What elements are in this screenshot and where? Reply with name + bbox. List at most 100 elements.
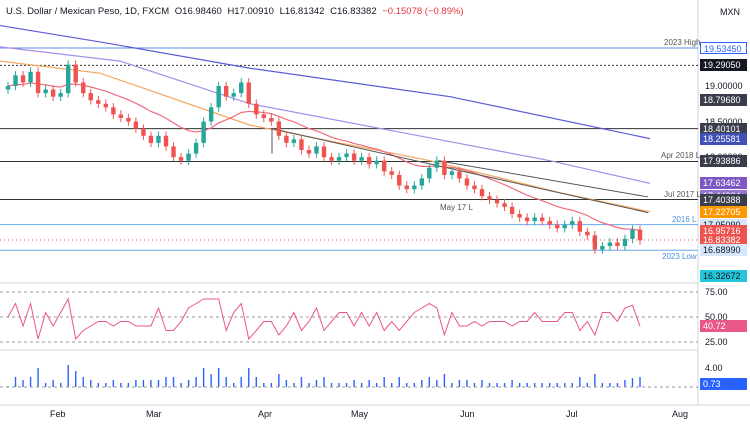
macd-bar <box>549 383 551 387</box>
candle-body <box>539 217 545 222</box>
macd-bar <box>586 383 589 387</box>
candle-body <box>336 157 342 161</box>
macd-bar <box>22 380 24 387</box>
candle-body <box>171 146 176 158</box>
macd-bar <box>533 383 536 387</box>
macd-bar <box>451 383 453 387</box>
macd-bar <box>142 380 145 387</box>
high-value: H17.00910 <box>227 6 274 17</box>
currency-label[interactable]: MXN <box>720 7 740 17</box>
ema-200-line <box>0 24 651 140</box>
macd-bar <box>278 374 280 387</box>
candle-body <box>103 103 109 108</box>
macd-bar <box>383 377 385 387</box>
macd-bar <box>67 365 69 387</box>
candle-body <box>126 118 131 122</box>
time-axis-label: Mar <box>146 409 162 419</box>
macd-bar <box>601 383 604 387</box>
macd-bar <box>172 377 175 387</box>
macd-bar <box>82 377 84 387</box>
macd-bar <box>353 380 355 387</box>
macd-bar <box>360 383 363 387</box>
candle-body <box>381 160 387 172</box>
macd-bar <box>187 380 190 387</box>
macd-bar <box>398 377 400 387</box>
macd-bar <box>458 380 461 387</box>
price-tag: 16.83382 <box>700 234 747 247</box>
macd-bar <box>375 383 378 387</box>
macd-bar <box>165 377 167 387</box>
macd-bar <box>564 383 566 387</box>
ema-50-line <box>0 60 651 213</box>
macd-bar <box>233 383 235 387</box>
candle-body <box>630 229 635 239</box>
rsi-line <box>7 297 641 341</box>
price-tag: 17.93886 <box>700 155 747 168</box>
rsi-axis-label: 40.72 <box>700 320 747 333</box>
macd-bar <box>105 383 107 387</box>
candle-body <box>239 82 244 94</box>
candle-body <box>389 171 394 175</box>
time-axis-label: May <box>351 409 369 419</box>
candle-body <box>231 93 236 97</box>
price-tag: 18.50000 <box>705 116 743 127</box>
macd-bar <box>473 383 476 387</box>
candle-body <box>73 64 78 83</box>
candle-body <box>88 93 93 101</box>
macd-bar <box>413 383 415 387</box>
macd-bar <box>526 383 528 387</box>
candle-body <box>502 203 507 207</box>
candle-body <box>314 146 319 154</box>
candle-body <box>479 189 485 197</box>
macd-bar <box>263 383 265 387</box>
macd-bar <box>217 368 220 387</box>
level-annotation: May 17 L <box>440 203 473 213</box>
candle-body <box>81 82 86 94</box>
price-tag: 17.22705 <box>700 206 747 219</box>
macd-bar <box>293 383 295 387</box>
price-tag: 16.32672 <box>700 270 747 283</box>
macd-bar <box>195 377 197 387</box>
level-annotation: 2023 High <box>664 37 701 47</box>
macd-bar <box>75 371 77 387</box>
price-tag: 19.29050 <box>700 59 747 72</box>
macd-bar <box>300 377 303 387</box>
candle-body <box>216 86 221 108</box>
candle-body <box>449 171 455 175</box>
macd-bar <box>541 383 543 387</box>
macd-bar <box>180 383 182 387</box>
macd-bar <box>240 377 242 387</box>
level-annotation: Jul 2017 L <box>664 189 701 199</box>
candle-body <box>306 150 312 154</box>
candle-body <box>276 121 282 136</box>
macd-bar <box>150 380 152 387</box>
macd-bar <box>127 383 130 387</box>
candle-body <box>419 178 425 186</box>
macd-bar <box>436 380 438 387</box>
price-tag: 17.63462 <box>700 177 747 190</box>
macd-bar <box>443 374 446 387</box>
macd-bar <box>624 380 626 387</box>
macd-bar <box>518 383 521 387</box>
macd-bar <box>466 380 468 387</box>
macd-bar <box>391 383 393 387</box>
candle-body <box>58 93 63 97</box>
candle-body <box>193 142 199 154</box>
candle-body <box>344 153 349 158</box>
candle-body <box>592 235 598 250</box>
level-annotation: Apr 2018 L <box>661 151 701 161</box>
macd-bar <box>338 383 340 387</box>
macd-axis-label: 4.00 <box>705 363 723 373</box>
candle-body <box>148 135 154 143</box>
macd-bar <box>496 383 498 387</box>
candle-body <box>404 185 409 190</box>
candle-body <box>622 238 628 246</box>
candle-body <box>329 157 334 161</box>
candle-body <box>133 121 139 129</box>
rsi-axis-label: 50.00 <box>705 312 728 322</box>
macd-bar <box>255 377 257 387</box>
candle-body <box>43 89 48 94</box>
candle-body <box>321 146 327 158</box>
candle-body <box>35 71 41 94</box>
